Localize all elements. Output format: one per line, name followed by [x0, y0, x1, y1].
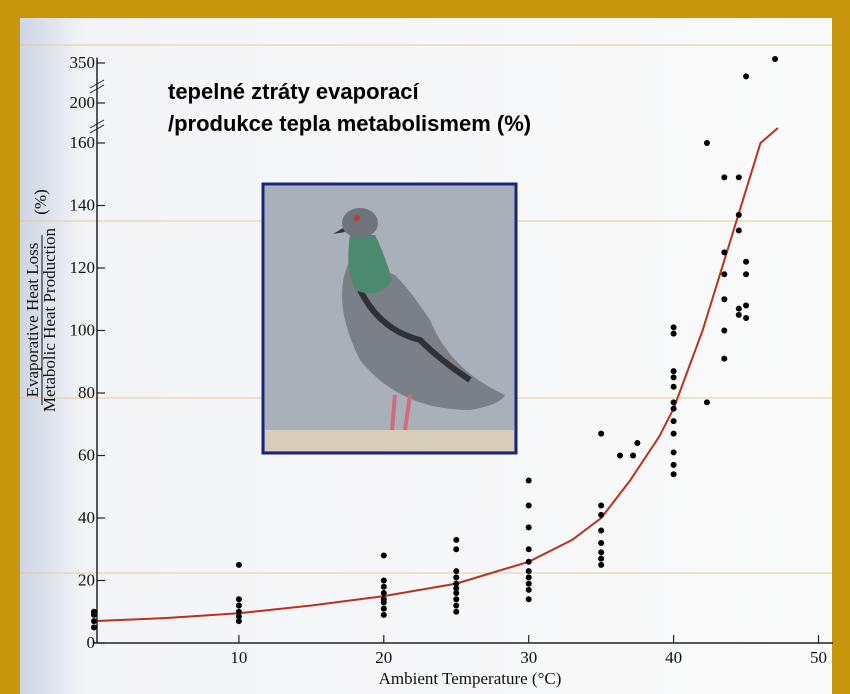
x-tick-label: 10 — [230, 648, 247, 667]
y-label-denominator: Metabolic Heat Production — [40, 227, 59, 412]
data-point — [671, 431, 677, 437]
data-point — [772, 56, 778, 62]
data-point — [381, 578, 387, 584]
data-point — [671, 418, 677, 424]
data-point — [453, 590, 459, 596]
data-point — [736, 212, 742, 218]
data-point — [671, 449, 677, 455]
title-line: tepelné ztráty evaporací — [168, 79, 420, 104]
y-tick-label: 40 — [78, 508, 95, 527]
data-point — [743, 315, 749, 321]
data-point — [526, 581, 532, 587]
data-point — [236, 596, 242, 602]
data-point — [598, 549, 604, 555]
data-point — [736, 174, 742, 180]
data-point — [671, 324, 677, 330]
data-point — [743, 303, 749, 309]
data-point — [526, 559, 532, 565]
data-point — [598, 528, 604, 534]
data-point — [598, 431, 604, 437]
data-point — [526, 568, 532, 574]
data-point — [736, 312, 742, 318]
data-point — [236, 562, 242, 568]
data-point — [721, 174, 727, 180]
data-point — [598, 556, 604, 562]
data-point — [453, 537, 459, 543]
y-tick-label: 140 — [70, 196, 96, 215]
data-point — [381, 606, 387, 612]
data-point — [743, 259, 749, 265]
data-point — [598, 503, 604, 509]
data-point — [236, 618, 242, 624]
data-point — [91, 624, 97, 630]
data-point — [526, 503, 532, 509]
data-point — [453, 609, 459, 615]
data-point — [526, 587, 532, 593]
data-point — [671, 406, 677, 412]
data-point — [453, 546, 459, 552]
data-point — [381, 590, 387, 596]
y-tick-label: 350 — [70, 53, 96, 72]
data-point — [671, 399, 677, 405]
y-tick-label: 160 — [70, 133, 96, 152]
data-point — [453, 596, 459, 602]
data-point — [721, 356, 727, 362]
y-tick-label: 80 — [78, 383, 95, 402]
chart: tepelné ztráty evaporací /produkce tepla… — [0, 0, 850, 694]
page: tepelné ztráty evaporací /produkce tepla… — [0, 0, 850, 694]
data-point — [453, 568, 459, 574]
data-point — [704, 399, 710, 405]
y-tick-label: 200 — [70, 93, 96, 112]
data-point — [743, 271, 749, 277]
y-label-unit: (%) — [31, 189, 50, 214]
y-tick-label: 100 — [70, 321, 96, 340]
data-point — [704, 140, 710, 146]
data-point — [671, 368, 677, 374]
data-point — [598, 540, 604, 546]
data-point — [526, 596, 532, 602]
data-point — [721, 296, 727, 302]
data-point — [617, 453, 623, 459]
data-point — [526, 546, 532, 552]
data-point — [721, 271, 727, 277]
data-point — [743, 73, 749, 79]
data-point — [671, 374, 677, 380]
data-point — [736, 306, 742, 312]
data-point — [526, 524, 532, 530]
data-point — [453, 603, 459, 609]
y-tick-label: 0 — [87, 633, 96, 652]
data-point — [381, 612, 387, 618]
x-axis-label: Ambient Temperature (°C) — [379, 669, 562, 688]
data-point — [453, 574, 459, 580]
data-point — [671, 331, 677, 337]
y-tick-label: 120 — [70, 258, 96, 277]
pigeon-photo — [263, 184, 516, 453]
data-point — [598, 562, 604, 568]
x-tick-label: 40 — [665, 648, 682, 667]
data-point — [721, 249, 727, 255]
y-tick-label: 20 — [78, 571, 95, 590]
data-point — [526, 478, 532, 484]
x-tick-label: 20 — [375, 648, 392, 667]
data-point — [381, 599, 387, 605]
data-point — [630, 453, 636, 459]
data-point — [91, 612, 97, 618]
data-point — [634, 440, 640, 446]
data-point — [671, 462, 677, 468]
data-point — [598, 512, 604, 518]
data-point — [381, 584, 387, 590]
x-tick-label: 30 — [520, 648, 537, 667]
data-point — [91, 618, 97, 624]
data-point — [736, 228, 742, 234]
data-point — [526, 574, 532, 580]
data-point — [721, 328, 727, 334]
y-tick-label: 60 — [78, 446, 95, 465]
data-point — [671, 471, 677, 477]
data-point — [236, 603, 242, 609]
title-line: /produkce tepla metabolismem (%) — [168, 111, 531, 136]
data-point — [671, 384, 677, 390]
x-tick-label: 50 — [810, 648, 827, 667]
data-point — [381, 553, 387, 559]
